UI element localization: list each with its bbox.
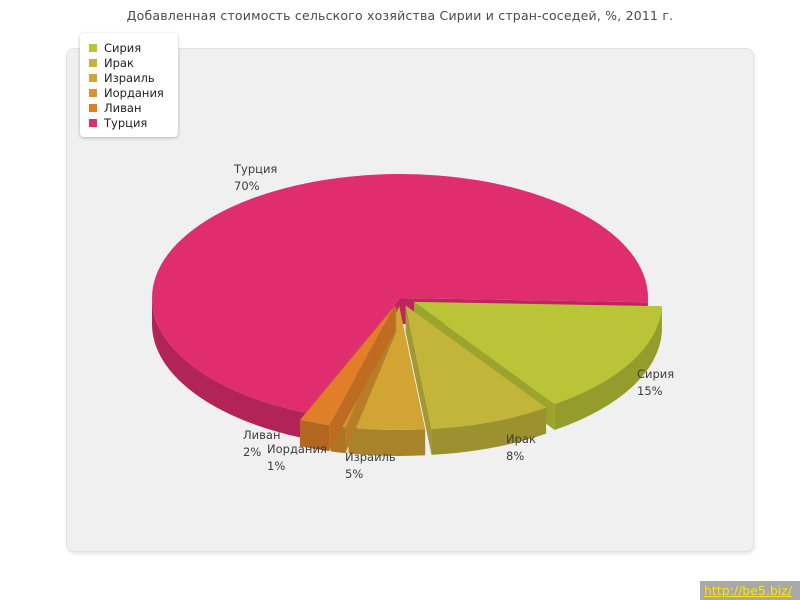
slice-label-pct: 5% [345,467,364,481]
legend-item-label: Израиль [104,70,155,85]
slice-label-name: Ирак [506,432,536,446]
slice-label-pct: 8% [506,449,525,463]
slice-label-pct: 1% [267,459,286,473]
legend-swatch-icon [89,73,97,82]
legend-item-syria[interactable]: Сирия [89,40,164,55]
slice-label-name: Иордания [267,442,327,456]
slice-label-pct: 2% [243,445,262,459]
slice-label-name: Сирия [637,367,675,381]
slice-label-israel: Израиль 5% [345,449,396,483]
slice-label-name: Израиль [345,450,396,464]
slice-label-pct: 70% [234,179,260,193]
slice-label-name: Турция [234,162,278,176]
legend-item-label: Ирак [104,55,134,70]
slice-label-lebanon: Ливан 2% [243,427,280,461]
pie-slice-lebanon[interactable] [299,305,395,452]
chart-title: Добавленная стоимость сельского хозяйств… [126,8,674,23]
slice-label-iraq: Ирак 8% [506,431,536,465]
slice-label-syria: Сирия 15% [637,366,674,400]
pie-slice-iraq[interactable] [405,305,547,455]
legend-item-label: Турция [104,115,148,130]
legend-item-label: Иордания [104,85,164,100]
legend-swatch-icon [89,118,97,127]
slice-label-name: Ливан [243,428,281,442]
legend: Сирия Ирак Израиль Иордания Ливан Турция [80,33,178,137]
legend-swatch-icon [89,43,97,52]
legend-swatch-icon [89,88,97,97]
slice-label-pct: 15% [637,384,663,398]
legend-item-jordan[interactable]: Иордания [89,85,164,100]
legend-swatch-icon [89,58,97,67]
legend-item-israel[interactable]: Израиль [89,70,164,85]
slice-label-jordan: Иордания 1% [267,441,327,475]
legend-item-iraq[interactable]: Ирак [89,55,164,70]
legend-item-label: Сирия [104,40,142,55]
legend-item-lebanon[interactable]: Ливан [89,100,164,115]
watermark-link[interactable]: http://be5.biz/ [700,581,800,600]
legend-item-turkey[interactable]: Турция [89,115,164,130]
slice-label-turkey: Турция 70% [234,161,277,195]
legend-item-label: Ливан [104,100,142,115]
legend-swatch-icon [89,103,97,112]
